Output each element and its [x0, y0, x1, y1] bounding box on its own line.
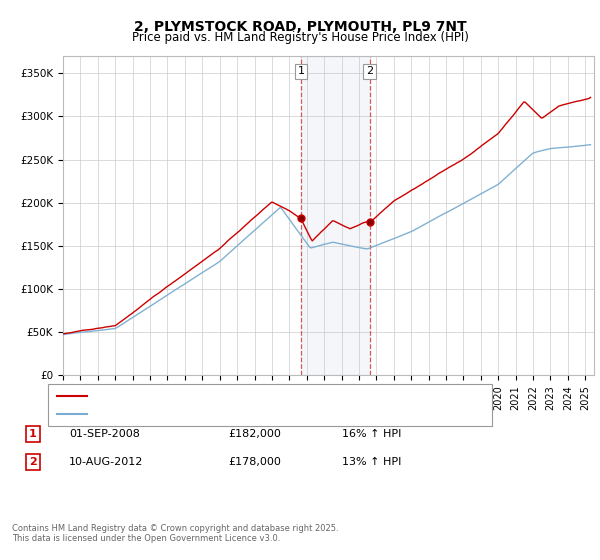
- Bar: [301, 56, 370, 375]
- Text: 2, PLYMSTOCK ROAD, PLYMOUTH, PL9 7NT (semi-detached house): 2, PLYMSTOCK ROAD, PLYMOUTH, PL9 7NT (se…: [93, 391, 436, 401]
- Text: Price paid vs. HM Land Registry's House Price Index (HPI): Price paid vs. HM Land Registry's House …: [131, 31, 469, 44]
- Text: Contains HM Land Registry data © Crown copyright and database right 2025.
This d: Contains HM Land Registry data © Crown c…: [12, 524, 338, 543]
- Text: 1: 1: [29, 429, 37, 439]
- Text: 13% ↑ HPI: 13% ↑ HPI: [342, 457, 401, 467]
- Text: £182,000: £182,000: [228, 429, 281, 439]
- Text: HPI: Average price, semi-detached house, City of Plymouth: HPI: Average price, semi-detached house,…: [93, 409, 401, 419]
- Text: 2: 2: [29, 457, 37, 467]
- Text: 2: 2: [366, 66, 373, 76]
- Text: 01-SEP-2008: 01-SEP-2008: [69, 429, 140, 439]
- Text: 10-AUG-2012: 10-AUG-2012: [69, 457, 143, 467]
- Text: £178,000: £178,000: [228, 457, 281, 467]
- Text: 1: 1: [298, 66, 304, 76]
- Text: 16% ↑ HPI: 16% ↑ HPI: [342, 429, 401, 439]
- Text: 2, PLYMSTOCK ROAD, PLYMOUTH, PL9 7NT: 2, PLYMSTOCK ROAD, PLYMOUTH, PL9 7NT: [134, 20, 466, 34]
